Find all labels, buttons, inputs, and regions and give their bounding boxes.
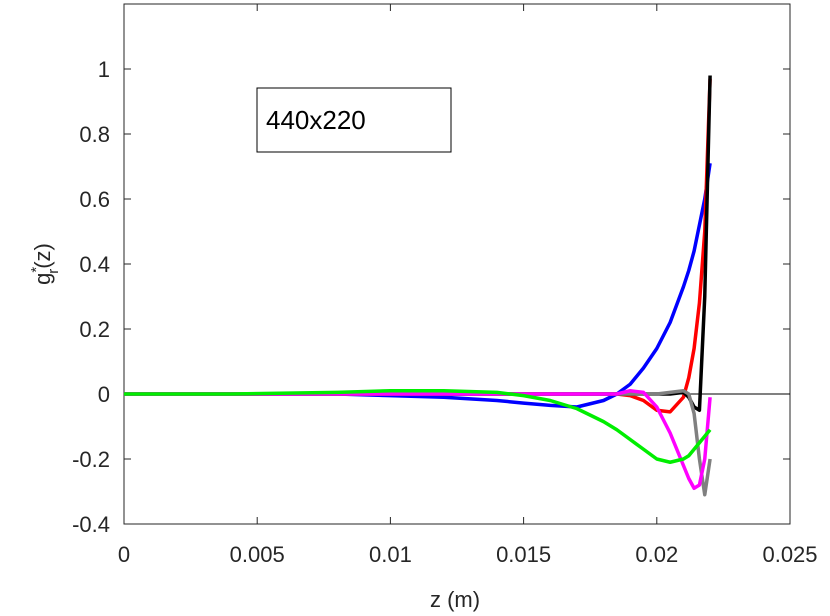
- y-label-tail: (z): [30, 243, 55, 269]
- x-tick-label: 0.005: [230, 542, 285, 567]
- plot-area: [123, 3, 791, 525]
- x-tick-label: 0: [118, 542, 130, 567]
- annotation: 440x220: [266, 105, 366, 135]
- y-label-sub: r: [45, 269, 62, 274]
- y-tick-label: 0.8: [79, 122, 110, 147]
- x-tick-label: 0.015: [496, 542, 551, 567]
- y-tick-label: 0.4: [79, 252, 110, 277]
- y-tick-label: 0.2: [79, 317, 110, 342]
- y-axis-label: g*r(z): [28, 243, 62, 285]
- y-tick-label: 1: [98, 57, 110, 82]
- y-label-sup: *: [28, 267, 45, 273]
- y-tick-label: -0.4: [72, 512, 110, 537]
- x-axis-label: z (m): [430, 587, 480, 612]
- y-label-base: g: [30, 273, 55, 285]
- y-tick-label: 0.6: [79, 187, 110, 212]
- x-tick-label: 0.025: [762, 542, 817, 567]
- series-line: [124, 389, 712, 464]
- y-tick-label: 0: [98, 382, 110, 407]
- x-tick-label: 0.02: [635, 542, 678, 567]
- x-tick-label: 0.01: [369, 542, 412, 567]
- annotation-box: [256, 87, 452, 153]
- y-tick-label: -0.2: [72, 447, 110, 472]
- series-line: [124, 389, 712, 490]
